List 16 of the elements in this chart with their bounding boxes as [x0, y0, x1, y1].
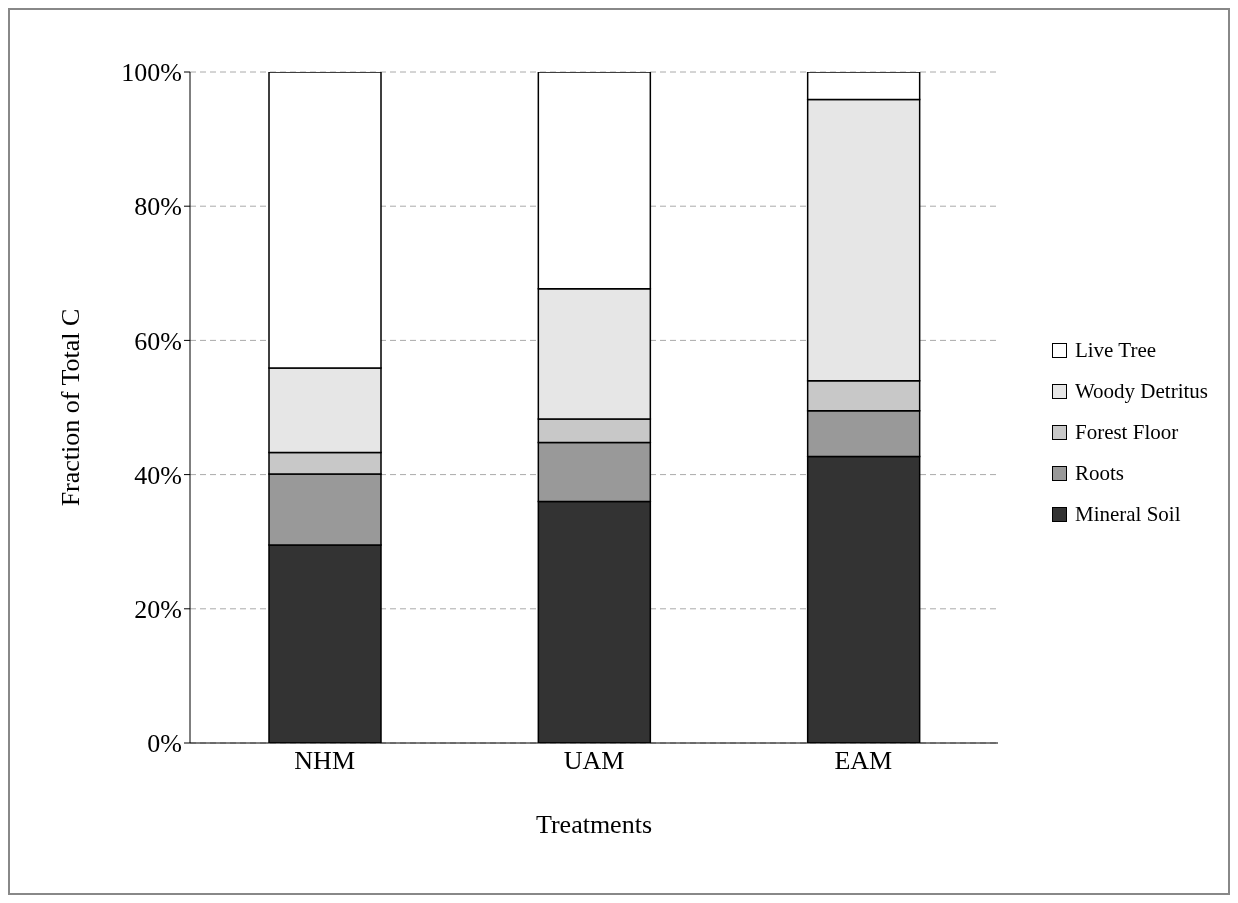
legend-label: Woody Detritus	[1074, 379, 1208, 404]
y-tick-label: 80%	[134, 192, 182, 222]
y-tick-label: 0%	[147, 729, 182, 759]
legend-label: Live Tree	[1074, 338, 1157, 363]
x-tick-label: UAM	[563, 746, 625, 776]
y-tick-label: 100%	[121, 58, 182, 88]
y-tick-label: 40%	[134, 460, 182, 490]
y-tick-label: 20%	[134, 595, 182, 625]
legend-label: Forest Floor	[1074, 420, 1179, 445]
y-tick-label: 60%	[134, 326, 182, 356]
legend-label: Mineral Soil	[1074, 502, 1181, 527]
x-axis-title: Treatments	[535, 810, 653, 839]
x-tick-label: NHM	[294, 746, 355, 776]
legend-label: Roots	[1074, 461, 1124, 486]
x-tick-label: EAM	[834, 746, 893, 776]
y-axis-title: Fraction of Total C	[56, 308, 86, 507]
